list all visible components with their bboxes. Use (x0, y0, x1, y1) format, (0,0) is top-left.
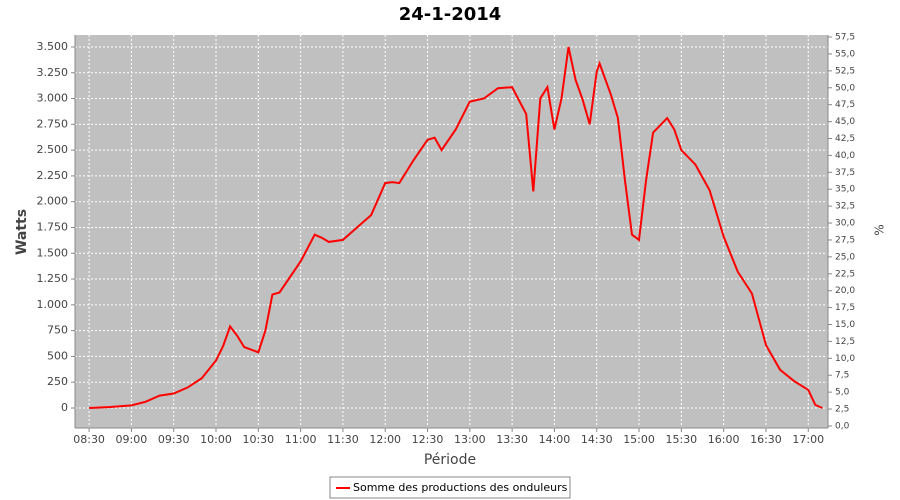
y-tick-label: 750 (47, 324, 68, 337)
x-tick-label: 09:30 (158, 433, 190, 446)
y2-tick-label: 57,5 (835, 33, 855, 43)
y-axis-label: Watts (14, 209, 30, 255)
y2-axis-label: % (873, 224, 887, 235)
y-tick-label: 500 (47, 349, 68, 362)
y2-tick-label: 15,0 (835, 320, 855, 330)
y2-tick-label: 45,0 (835, 117, 855, 127)
x-tick-label: 16:00 (708, 433, 740, 446)
x-tick-label: 14:00 (539, 433, 571, 446)
y-tick-label: 1.000 (37, 298, 69, 311)
y2-tick-label: 2,5 (835, 405, 849, 415)
y-tick-label: 3.000 (37, 92, 69, 105)
y-tick-label: 1.500 (37, 246, 69, 259)
x-tick-label: 09:00 (116, 433, 148, 446)
y-tick-label: 2.750 (37, 117, 69, 130)
y2-tick-label: 7,5 (835, 371, 849, 381)
x-tick-label: 12:30 (412, 433, 444, 446)
y2-tick-label: 17,5 (835, 303, 855, 313)
x-tick-label: 14:30 (581, 433, 613, 446)
x-tick-label: 12:00 (369, 433, 401, 446)
legend-box (329, 476, 571, 499)
y2-tick-label: 55,0 (835, 49, 855, 59)
y-tick-label: 3.250 (37, 66, 69, 79)
y2-tick-label: 35,0 (835, 185, 855, 195)
y2-tick-label: 42,5 (835, 134, 855, 144)
x-tick-label: 13:30 (496, 433, 528, 446)
series-line (89, 46, 823, 409)
y2-tick-label: 20,0 (835, 286, 855, 296)
x-tick-label: 16:30 (750, 433, 782, 446)
y2-tick-label: 50,0 (835, 83, 855, 93)
y-tick-label: 2.500 (37, 143, 69, 156)
y2-tick-label: 5,0 (835, 388, 850, 398)
y-tick-label: 0 (61, 401, 68, 414)
x-tick-label: 11:30 (327, 433, 359, 446)
y2-tick-label: 12,5 (835, 337, 855, 347)
x-tick-label: 15:00 (623, 433, 655, 446)
y2-tick-label: 27,5 (835, 235, 855, 245)
y2-tick-label: 32,5 (835, 202, 855, 212)
y2-tick-label: 47,5 (835, 100, 855, 110)
plot-area (75, 35, 828, 428)
x-tick-label: 10:00 (200, 433, 232, 446)
y2-tick-label: 10,0 (835, 354, 855, 364)
x-tick-label: 17:00 (792, 433, 824, 446)
y2-tick-label: 30,0 (835, 219, 855, 229)
y2-tick-label: 0,0 (835, 421, 850, 431)
y2-tick-label: 22,5 (835, 269, 855, 279)
y2-tick-label: 25,0 (835, 252, 855, 262)
x-axis-label: Période (424, 452, 476, 468)
y2-tick-label: 37,5 (835, 168, 855, 178)
chart-title: 24-1-2014 (399, 4, 502, 25)
y-tick-label: 250 (47, 375, 68, 388)
y-tick-label: 1.750 (37, 220, 69, 233)
x-tick-label: 08:30 (73, 433, 105, 446)
y-tick-label: 2.250 (37, 169, 69, 182)
x-tick-label: 11:00 (285, 433, 317, 446)
x-tick-label: 13:00 (454, 433, 486, 446)
x-tick-label: 10:30 (242, 433, 274, 446)
x-tick-label: 15:30 (665, 433, 697, 446)
legend-label: Somme des productions des onduleurs (353, 481, 568, 494)
y-tick-label: 1.250 (37, 272, 69, 285)
y2-tick-label: 40,0 (835, 151, 855, 161)
y2-tick-label: 52,5 (835, 66, 855, 76)
y-tick-label: 3.500 (37, 40, 69, 53)
y-tick-label: 2.000 (37, 195, 69, 208)
